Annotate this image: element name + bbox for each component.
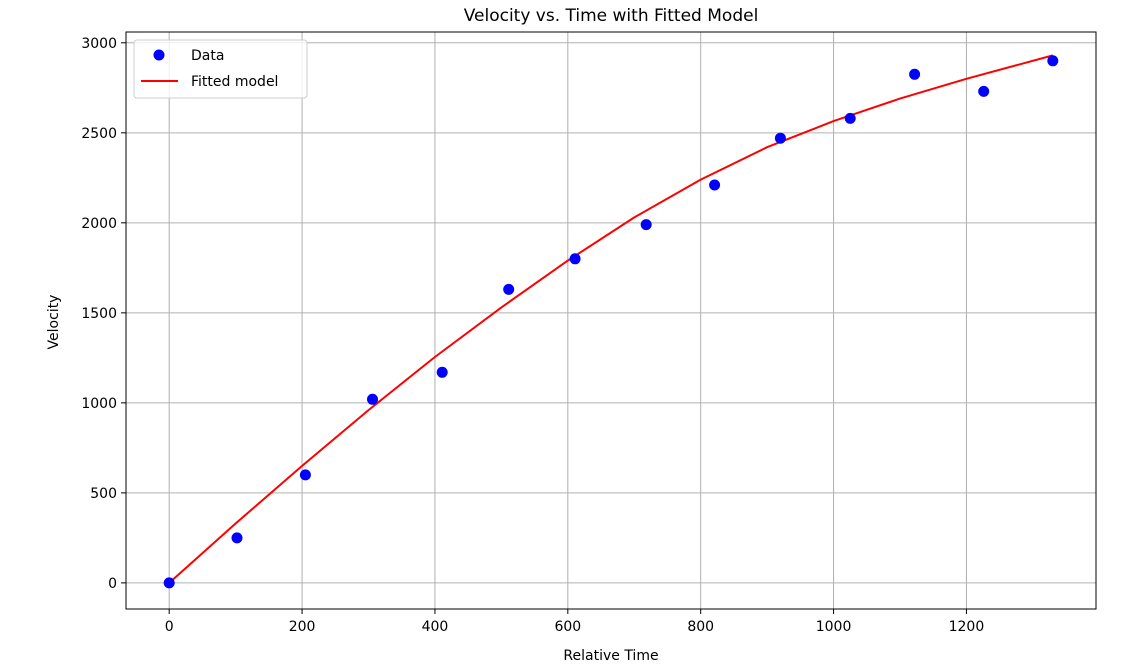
y-tick-label: 3000 xyxy=(81,36,117,52)
x-tick-label: 600 xyxy=(554,619,581,635)
y-axis-label: Velocity xyxy=(46,295,62,350)
fitted-model-line xyxy=(168,54,1054,584)
y-tick-label: 2500 xyxy=(81,126,117,142)
data-point xyxy=(231,532,243,544)
grid xyxy=(126,32,1096,609)
x-tick-label: 800 xyxy=(687,619,714,635)
x-axis-label: Relative Time xyxy=(563,648,658,664)
y-tick-label: 1000 xyxy=(81,396,117,412)
data-point xyxy=(299,469,311,481)
legend-box xyxy=(133,39,308,99)
data-point xyxy=(844,112,856,124)
legend-label-fitted-model: Fitted model xyxy=(191,74,278,90)
data-point xyxy=(1047,55,1059,67)
y-tick-label: 0 xyxy=(108,576,117,592)
data-point xyxy=(503,283,515,295)
data-point xyxy=(163,577,175,589)
data-point xyxy=(569,253,581,265)
axis-ticks: 0 200 400 600 800 1000 1200 0 500 1000 1500 2000 250… xyxy=(81,36,984,635)
data-series xyxy=(163,55,1059,589)
data-point xyxy=(774,132,786,144)
data-point xyxy=(436,366,448,378)
data-point xyxy=(909,68,921,80)
data-point xyxy=(978,85,990,97)
legend-label-data: Data xyxy=(191,48,224,64)
fitted-model-series xyxy=(168,54,1054,584)
y-tick-label: 2000 xyxy=(81,216,117,232)
x-tick-label: 1200 xyxy=(949,619,985,635)
data-point xyxy=(709,179,721,191)
chart-title: Velocity vs. Time with Fitted Model xyxy=(464,6,759,26)
data-point xyxy=(640,219,652,231)
legend-marker-data xyxy=(153,49,165,61)
legend: Data Fitted model xyxy=(133,39,308,99)
data-point xyxy=(367,393,378,405)
x-tick-label: 200 xyxy=(289,619,316,635)
x-tick-label: 400 xyxy=(422,619,449,635)
x-tick-label: 1000 xyxy=(816,619,852,635)
y-tick-label: 500 xyxy=(90,486,117,502)
y-tick-label: 1500 xyxy=(81,306,117,322)
plot-frame xyxy=(125,31,1097,610)
x-tick-label: 0 xyxy=(165,619,174,635)
